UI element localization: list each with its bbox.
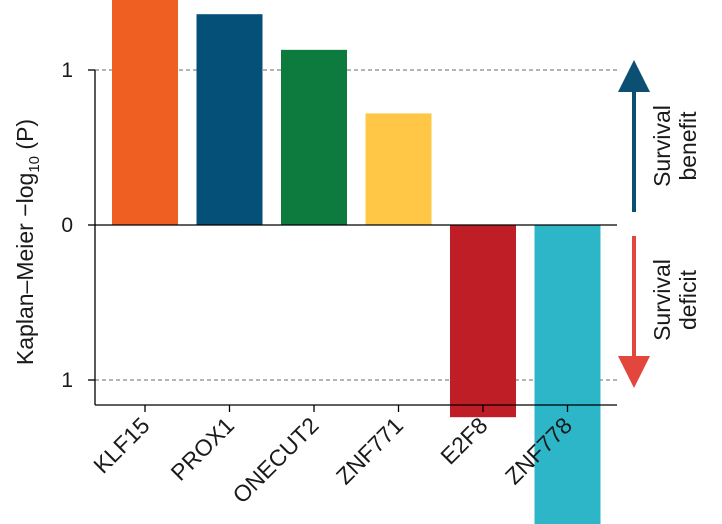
y-tick-label: 1: [61, 59, 73, 82]
bar-klf15: [112, 0, 178, 225]
y-tick-label: 0: [61, 214, 73, 237]
bar-znf771: [365, 113, 432, 225]
deficit-label-line1: Survival: [649, 259, 675, 341]
x-tick-label: KLF15: [88, 412, 154, 478]
y-axis-title: Kaplan–Meier −log10​ (P): [12, 119, 43, 365]
reference-lines: [95, 69, 617, 381]
bar-prox1: [196, 14, 263, 226]
bars-group: [112, 0, 601, 524]
y-tick-label: 1: [61, 369, 73, 392]
x-tick-label: ONECUT2: [227, 412, 323, 508]
bar-znf778: [534, 225, 601, 524]
benefit-label-line1: Survival: [649, 105, 675, 187]
bar-e2f8: [450, 225, 516, 418]
bar-onecut2: [281, 49, 347, 225]
y-axis-title-suffix: (P): [12, 119, 38, 156]
x-tick-label: ZNF771: [331, 412, 408, 489]
x-tick-label: E2F8: [435, 412, 492, 469]
survival-benefit-annotation: Survival benefit: [618, 60, 701, 212]
deficit-label-line2: deficit: [675, 269, 701, 330]
benefit-label-line2: benefit: [675, 111, 701, 181]
x-tick-label: PROX1: [166, 412, 240, 486]
y-axis-ticks: 21012: [61, 59, 95, 392]
survival-deficit-annotation: Survival deficit: [618, 236, 701, 388]
